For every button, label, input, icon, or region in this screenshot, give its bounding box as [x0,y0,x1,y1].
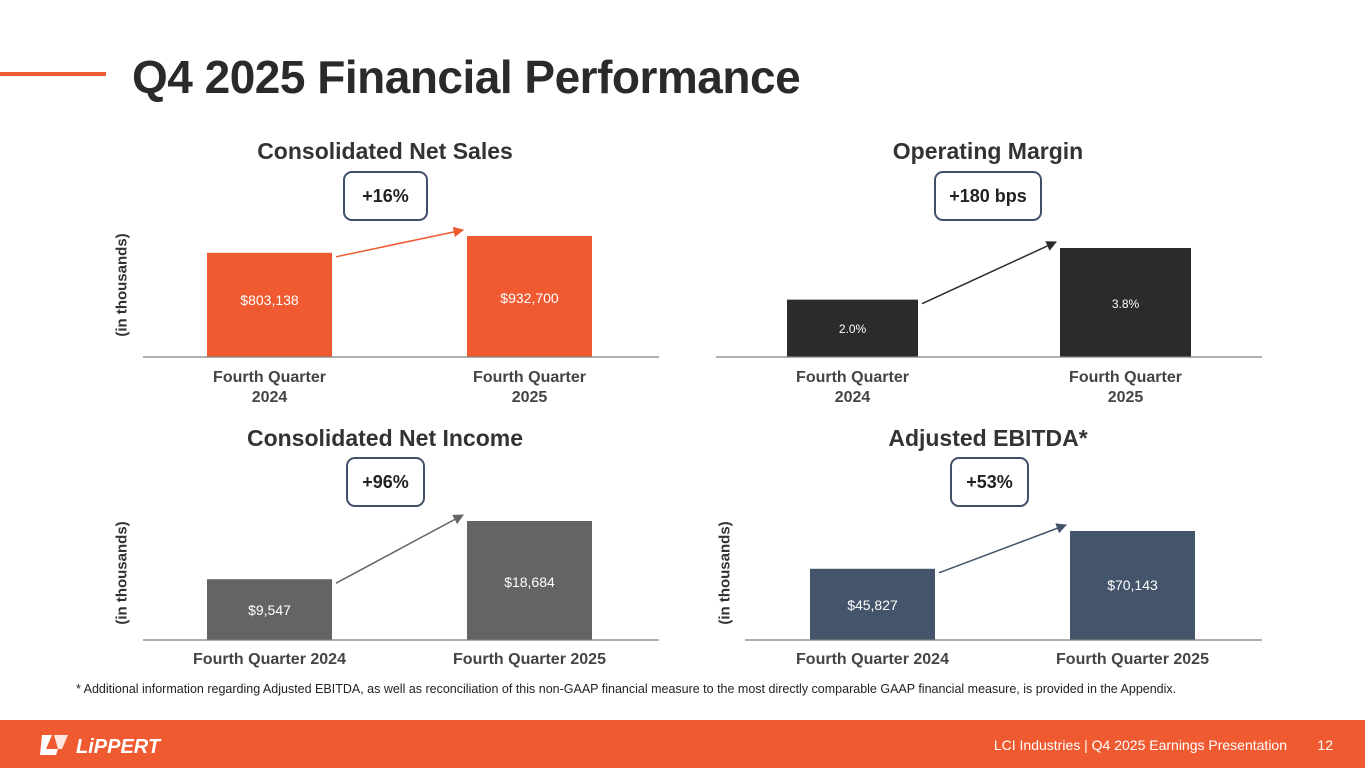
footer-presentation-text: LCI Industries | Q4 2025 Earnings Presen… [993,737,1287,753]
adjusted-ebitda-bar-1 [810,568,935,640]
adjusted-ebitda-category-label-1: Fourth Quarter 2024 [796,651,949,668]
net-income-category-label-1: Fourth Quarter 2024 [193,651,346,668]
title-accent-rule [0,72,106,76]
net-sales-bar-2 [467,236,592,357]
adjusted-ebitda-badge: +53% [950,457,1029,507]
footnote: * Additional information regarding Adjus… [76,682,1177,696]
net-sales-data-label-2: $932,700 [500,290,559,306]
operating-margin-category-label-1: Fourth Quarter 2024 [796,369,909,406]
net-income-bar-2 [467,521,592,640]
adjusted-ebitda-bar-2 [1070,531,1195,640]
net-sales-bar-1 [207,252,332,357]
net-sales-data-label-1: $803,138 [240,292,299,308]
page-title: Q4 2025 Financial Performance [132,51,801,103]
adjusted-ebitda-trend-arrow [938,523,1067,574]
page-number: 12 [1317,737,1333,753]
adjusted-ebitda-category-label-2: Fourth Quarter 2025 [1056,651,1209,668]
operating-margin-badge: +180 bps [934,171,1042,221]
logo-wordmark: LiPPERT [76,736,162,757]
operating-margin-data-label-1: 2.0% [839,322,867,336]
net-income-title: Consolidated Net Income [246,425,524,451]
net-sales-category-label-1: Fourth Quarter 2024 [213,369,326,406]
net-sales-title: Consolidated Net Sales [257,138,513,164]
footer-bar [0,720,1365,768]
adjusted-ebitda-title: Adjusted EBITDA* [888,425,1088,451]
net-income-badge: +96% [346,457,425,507]
net-sales-category-label-2: Fourth Quarter 2025 [473,369,586,406]
operating-margin-category-label-2: Fourth Quarter 2025 [1069,369,1182,406]
net-income-category-label-2: Fourth Quarter 2025 [453,651,606,668]
net-income-bar-1 [207,579,332,640]
operating-margin-trend-arrow [921,241,1057,305]
adjusted-ebitda-data-label-2: $70,143 [1107,577,1158,593]
operating-margin-bar-2 [1060,248,1191,357]
net-income-data-label-2: $18,684 [504,574,555,590]
net-income-data-label-1: $9,547 [248,602,291,618]
net-income-trend-arrow [335,514,464,584]
operating-margin-bar-1 [787,299,918,357]
net-sales-badge: +16% [343,171,428,221]
operating-margin-title: Operating Margin [892,138,1084,164]
lippert-logo: LiPPERT [40,735,162,757]
adjusted-ebitda-data-label-1: $45,827 [847,597,898,613]
net-sales-trend-arrow [335,226,465,258]
charts-canvas: $803,138 Fourth Quarter 2024 $932,700 Fourth… [143,226,1262,668]
operating-margin-data-label-2: 3.8% [1112,297,1140,311]
